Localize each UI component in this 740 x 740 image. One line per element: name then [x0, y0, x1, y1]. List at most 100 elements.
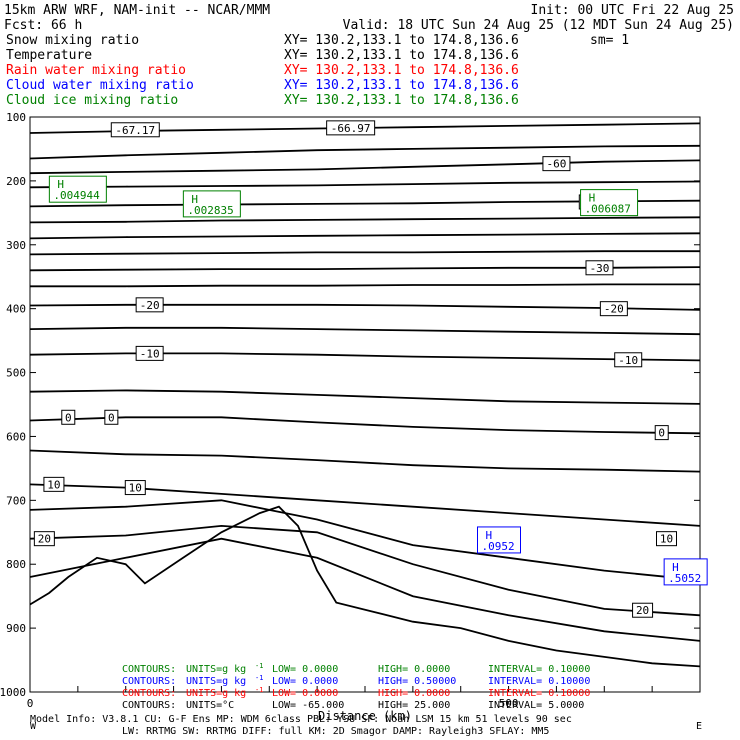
field-xy: XY= 130.2,133.1 to 174.8,136.6 [284, 93, 519, 108]
contour-info-high: HIGH= 0.0000 [378, 664, 450, 675]
y-tick-label: 300 [6, 239, 26, 252]
contour-label: -60 [546, 158, 566, 171]
contour-label: 0 [108, 411, 115, 424]
header-fcst: Fcst: 66 h [4, 18, 82, 33]
header-init: Init: 00 UTC Fri 22 Aug 25 [531, 3, 735, 18]
contour-info-interval: INTERVAL= 0.10000 [488, 664, 590, 675]
contour-label-box [33, 531, 55, 547]
y-tick-label: 100 [6, 111, 26, 124]
x-axis-label: Distance (km) [318, 709, 412, 723]
contour-info-high: HIGH= 0.50000 [378, 676, 456, 687]
isotherm-line [29, 250, 700, 256]
contour-label: -10 [618, 354, 638, 367]
contour-label: 10 [47, 478, 60, 491]
header-valid: Valid: 18 UTC Sun 24 Aug 25 (12 MDT Sun … [343, 18, 734, 33]
footer: CONTOURS: UNITS=g kg -1 LOW= 0.0000 HIGH= 0.… [30, 662, 702, 737]
contour-info-interval: INTERVAL= 0.10000 [488, 676, 590, 687]
contour-label-box [585, 260, 614, 276]
field-xy: XY= 130.2,133.1 to 174.8,136.6 [284, 78, 519, 93]
contour-label-box [135, 345, 164, 361]
contour-info-low: LOW= 0.0000 [272, 664, 338, 675]
axis-end-east: E [696, 721, 702, 732]
field-name: Cloud ice mixing ratio [6, 93, 178, 108]
field-name: Rain water mixing ratio [6, 63, 186, 78]
terrain-line [29, 505, 701, 668]
isotherm-line [29, 537, 701, 642]
field-xy: XY= 130.2,133.1 to 174.8,136.6 [284, 48, 519, 63]
isotherm-line [30, 283, 700, 288]
max-label-value: .5052 [668, 572, 701, 585]
y-tick-label: 1000 [0, 686, 26, 699]
y-tick-label: 400 [6, 303, 26, 316]
field-xy: XY= 130.2,133.1 to 174.8,136.6 [284, 33, 519, 48]
contour-info-interval: INTERVAL= 0.10000 [488, 688, 590, 699]
contour-label-box [542, 156, 571, 172]
contour-label: 10 [129, 482, 142, 495]
contour-label: -20 [140, 299, 160, 312]
max-label-box [580, 189, 639, 217]
max-label-box [477, 526, 521, 554]
contour-label-box [654, 425, 669, 441]
isotherm-line [29, 216, 701, 224]
max-label-letter: H [57, 178, 64, 191]
isotherm-line [29, 144, 701, 160]
contour-label-box [124, 480, 146, 496]
model-info-line-1: Model Info: V3.8.1 CU: G-F Ens MP: WDM 6… [30, 714, 572, 725]
isotherm-line [29, 326, 701, 336]
model-info-line-2: LW: RRTMG SW: RRTMG DIFF: full KM: 2D Sm… [122, 726, 549, 737]
max-label-value: .004944 [53, 189, 100, 202]
contour-info-units-sup: -1 [255, 662, 263, 670]
max-label-letter: H [486, 529, 493, 542]
header: 15km ARW WRF, NAM-init -- NCAR/MMM Init: … [4, 3, 734, 108]
contour-info-label: CONTOURS: [122, 676, 176, 687]
contour-info-interval: INTERVAL= 5.0000 [488, 700, 584, 711]
isotherm-line [29, 416, 701, 435]
y-tick-label: 200 [6, 175, 26, 188]
field-name: Cloud water mixing ratio [6, 78, 194, 93]
contour-info-label: CONTOURS: [122, 664, 176, 675]
contour-label-box [599, 301, 628, 317]
contour-info-high: HIGH= 25.000 [378, 700, 450, 711]
max-label-box [182, 190, 241, 218]
max-label-box [48, 175, 107, 203]
contour-info-units: UNITS=g kg [186, 664, 246, 675]
contour-info-units: UNITS=°C [186, 700, 234, 711]
contour-info-high: HIGH= 0.0000 [378, 688, 450, 699]
contour-label: 0 [65, 411, 72, 424]
y-tick-label: 900 [6, 622, 26, 635]
isotherm-line [29, 499, 701, 582]
isotherm-line [29, 232, 701, 240]
max-label-value: .0952 [482, 540, 515, 553]
max-label-letter: H [191, 193, 198, 206]
contour-info-label: CONTOURS: [122, 688, 176, 699]
max-label-value: .006087 [585, 203, 631, 216]
contour-label-box [104, 409, 119, 425]
contour-info-units: UNITS=g kg [186, 688, 246, 699]
max-label-value: .002835 [187, 204, 233, 217]
contour-label: 10 [660, 533, 673, 546]
field-xy: XY= 130.2,133.1 to 174.8,136.6 [284, 63, 519, 78]
contour-label: -20 [604, 303, 624, 316]
field-name: Temperature [6, 48, 92, 63]
contour-info-low: LOW= 0.0000 [272, 688, 338, 699]
field-name: Snow mixing ratio [6, 33, 139, 48]
contour-label: -66.97 [331, 122, 371, 135]
isotherm-line [29, 524, 701, 617]
y-tick-label: 600 [6, 430, 26, 443]
contour-label-box [43, 476, 65, 492]
max-label-letter: H [589, 192, 596, 205]
contour-label: -10 [140, 347, 160, 360]
header-model: 15km ARW WRF, NAM-init -- NCAR/MMM [4, 3, 270, 18]
contour-label-box [135, 297, 164, 313]
x-tick-label: 500 [499, 697, 519, 710]
max-label-box [663, 558, 708, 586]
isotherm-line [29, 352, 701, 362]
isotherm-line [29, 159, 701, 175]
contour-label-box [110, 122, 160, 138]
field-extra: sm= 1 [590, 33, 629, 48]
contour-label: -30 [590, 262, 610, 275]
contour-info-label: CONTOURS: [122, 700, 176, 711]
contour-label: 20 [38, 533, 51, 546]
